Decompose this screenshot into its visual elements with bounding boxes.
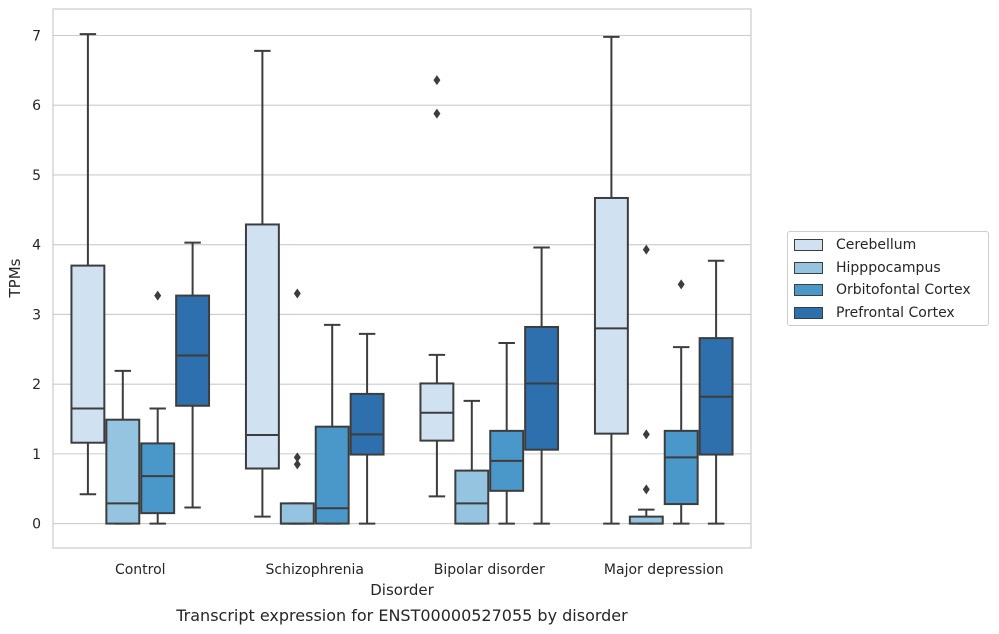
box-body xyxy=(244,223,280,470)
x-tick-label: Major depression xyxy=(604,562,724,578)
y-tick-label: 7 xyxy=(32,28,41,44)
x-tick-label: Schizophrenia xyxy=(266,562,364,578)
box-2-0 xyxy=(140,290,176,525)
box-2-1 xyxy=(314,323,350,525)
box-body xyxy=(70,264,106,444)
legend-swatch-cerebellum xyxy=(794,239,823,251)
legend: Cerebellum Hipppocampus Orbitofontal Cor… xyxy=(787,231,989,326)
legend-label: Hipppocampus xyxy=(836,260,941,276)
legend-swatch-orbitofrontal xyxy=(794,284,823,296)
y-tick-label: 6 xyxy=(32,98,41,114)
box-1-3 xyxy=(628,244,664,525)
box-body xyxy=(175,294,211,407)
outlier-point xyxy=(433,108,441,119)
legend-item-orbitofrontal: Orbitofontal Cortex xyxy=(794,280,971,300)
legend-item-cerebellum: Cerebellum xyxy=(794,235,916,255)
box-3-0 xyxy=(175,241,211,509)
box-body xyxy=(628,515,664,525)
y-tick-label: 2 xyxy=(32,377,41,393)
outlier-point xyxy=(677,279,685,290)
outlier-point xyxy=(293,459,301,470)
legend-label: Prefrontal Cortex xyxy=(836,305,955,321)
y-tick-label: 1 xyxy=(32,447,41,463)
legend-label: Cerebellum xyxy=(836,237,917,253)
box-body xyxy=(349,392,385,456)
outlier-point xyxy=(642,429,650,440)
box-body xyxy=(140,442,176,515)
outlier-point xyxy=(433,75,441,86)
x-axis-label: Disorder xyxy=(370,581,434,599)
box-2-2 xyxy=(489,341,525,525)
box-body xyxy=(663,429,699,506)
y-tick-label: 0 xyxy=(32,517,41,533)
y-tick-labels: 0 1 2 3 4 5 6 7 xyxy=(32,28,41,532)
box-body xyxy=(454,469,490,525)
y-tick-label: 4 xyxy=(32,238,41,254)
box-0-2 xyxy=(419,75,455,498)
boxes xyxy=(70,33,734,525)
box-3-3 xyxy=(698,259,734,525)
y-axis-label: TPMs xyxy=(6,258,24,298)
box-body xyxy=(279,502,315,525)
box-0-1 xyxy=(244,49,280,518)
outlier-point xyxy=(293,452,301,463)
box-1-0 xyxy=(105,369,141,525)
box-0-0 xyxy=(70,33,106,496)
legend-label: Orbitofontal Cortex xyxy=(836,282,971,298)
legend-swatch-hippocampus xyxy=(794,262,823,274)
box-0-3 xyxy=(593,35,629,525)
legend-item-hippocampus: Hipppocampus xyxy=(794,258,941,278)
box-2-3 xyxy=(663,279,699,525)
box-body xyxy=(593,196,629,435)
outlier-point xyxy=(642,244,650,255)
legend-swatch-prefrontal xyxy=(794,307,823,319)
chart-caption: Transcript expression for ENST0000052705… xyxy=(176,606,628,625)
outlier-point xyxy=(642,484,650,495)
box-body xyxy=(524,325,560,451)
x-tick-labels: Control Schizophrenia Bipolar disorder Majo… xyxy=(115,562,724,578)
legend-item-prefrontal: Prefrontal Cortex xyxy=(794,303,955,323)
y-tick-label: 3 xyxy=(32,307,41,323)
outlier-point xyxy=(293,288,301,299)
x-tick-label: Control xyxy=(115,562,166,578)
y-tick-label: 5 xyxy=(32,168,41,184)
outlier-point xyxy=(154,290,162,301)
x-tick-label: Bipolar disorder xyxy=(434,562,545,578)
box-body xyxy=(105,418,141,525)
box-1-2 xyxy=(454,399,490,525)
box-3-2 xyxy=(524,246,560,525)
box-3-1 xyxy=(349,332,385,525)
box-1-1 xyxy=(279,288,315,525)
